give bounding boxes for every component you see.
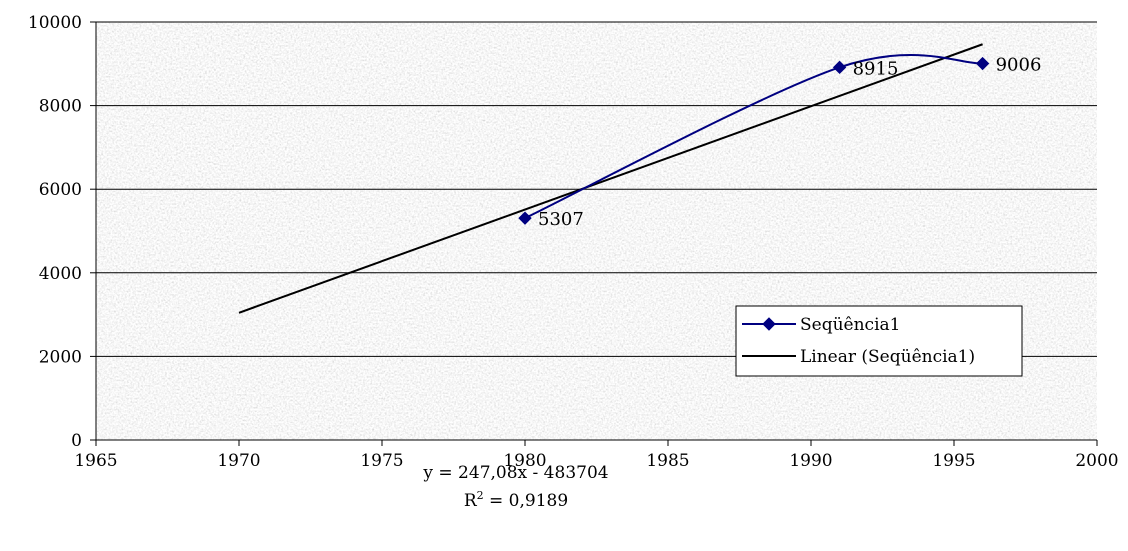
- data-point-marker: [832, 60, 847, 75]
- trendline-equation-text: y = 247,08x - 483704: [422, 463, 608, 483]
- data-point-marker: [518, 211, 532, 225]
- x-tick-label: 1995: [932, 451, 975, 471]
- data-label: 9006: [996, 55, 1042, 76]
- trendline-equation: y = 247,08x - 483704 R2 = 0,9189: [422, 463, 608, 511]
- legend-trendline-label: Linear (Seqüência1): [800, 347, 975, 367]
- x-tick-label: 1985: [646, 451, 689, 471]
- axes: 0 2000 4000 6000 8000 10000 1965 1970 1975 1980 19…: [28, 13, 1119, 471]
- y-tick-label: 6000: [39, 180, 82, 200]
- y-tick-label: 0: [71, 431, 82, 451]
- r-squared-value: = 0,9189: [484, 491, 569, 511]
- series-sequencia1: [518, 54, 990, 225]
- r-squared-prefix: R: [464, 491, 478, 511]
- x-tick-label: 1975: [360, 451, 403, 471]
- data-point-marker: [975, 56, 990, 71]
- x-tick-label: 1965: [74, 451, 117, 471]
- x-tick-label: 1970: [217, 451, 260, 471]
- y-tick-label: 8000: [39, 97, 82, 117]
- legend: Seqüência1 Linear (Seqüência1): [735, 305, 1023, 377]
- x-tick-label: 1980: [503, 451, 546, 471]
- x-tick-label: 2000: [1075, 451, 1118, 471]
- legend-series-label: Seqüência1: [800, 315, 900, 335]
- legend-box: [735, 305, 1023, 377]
- data-label: 5307: [538, 209, 584, 230]
- data-label: 8915: [853, 58, 899, 79]
- trendline-line: [238, 43, 983, 314]
- plot-background: [96, 22, 1097, 440]
- x-tick-label: 1990: [789, 451, 832, 471]
- y-tick-label: 10000: [28, 13, 82, 33]
- series-line: [524, 54, 983, 220]
- legend-series-swatch-marker: [762, 317, 776, 331]
- r-squared-text: R2 = 0,9189: [464, 489, 568, 511]
- y-tick-label: 4000: [39, 264, 82, 284]
- data-labels: 5307 8915 9006: [538, 55, 1041, 231]
- r-squared-superscript: 2: [477, 489, 484, 502]
- y-tick-label: 2000: [39, 347, 82, 367]
- trendline: [238, 43, 983, 314]
- plot-area: [96, 22, 1097, 440]
